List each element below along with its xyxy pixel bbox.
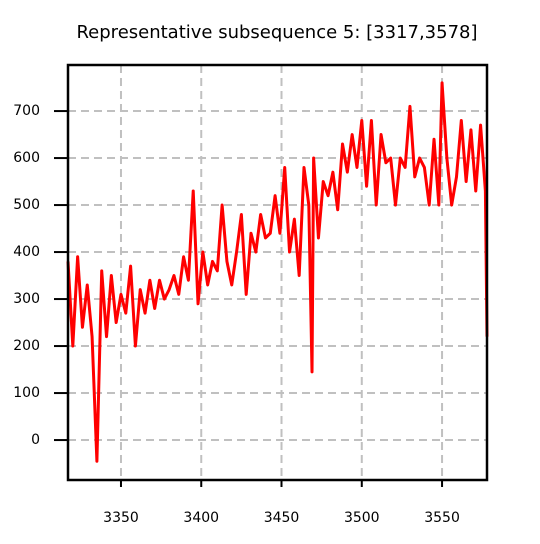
plot-frame	[66, 63, 489, 482]
x-tick-label: 3400	[183, 510, 219, 526]
y-tick-label: 300	[13, 291, 40, 307]
y-tick-label: 400	[13, 244, 40, 260]
y-tick-label: 100	[13, 385, 40, 401]
y-tick-label: 0	[31, 432, 40, 448]
y-tick-label: 500	[13, 197, 40, 213]
x-tick-label: 3500	[344, 510, 380, 526]
y-tick-label: 200	[13, 338, 40, 354]
x-tick-label: 3350	[103, 510, 139, 526]
line	[66, 81, 489, 463]
x-tick-label: 3450	[264, 510, 300, 526]
y-tick-label: 600	[13, 150, 40, 166]
chart-title: Representative subsequence 5: [3317,3578…	[76, 22, 477, 43]
x-tick-label: 3550	[424, 510, 460, 526]
y-tick-label: 700	[13, 103, 40, 119]
